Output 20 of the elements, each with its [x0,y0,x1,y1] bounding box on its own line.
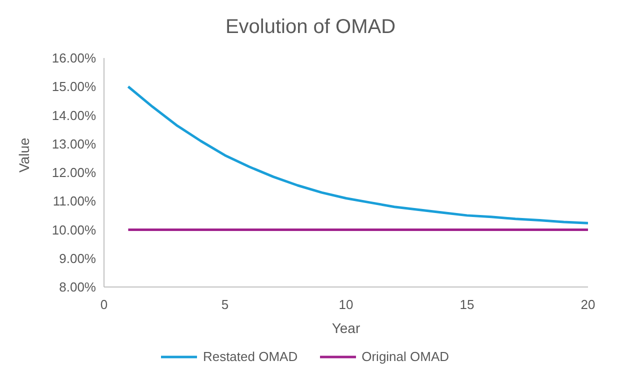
y-tick-label: 15.00% [52,79,96,94]
y-tick-label: 9.00% [59,250,96,266]
x-tick-label: 5 [221,297,229,312]
x-tick-label: 10 [338,297,354,312]
y-axis-title: Value [16,138,32,172]
legend-label: Original OMAD [360,349,450,364]
y-tick-label: 13.00% [52,136,96,152]
y-tick-label: 14.00% [52,108,96,123]
y-tick-label: 8.00% [59,280,96,295]
x-tick-label: 0 [100,297,108,312]
y-tick-label: 11.00% [52,194,96,209]
x-tick-label: 15 [460,297,474,312]
chart-title: Evolution of OMAD [224,16,397,39]
line-series [126,85,588,224]
y-tick-label: 10.00% [52,222,96,238]
x-tick-label: 20 [580,297,596,312]
y-tick-label: 16.00% [52,50,96,66]
y-tick-label: 12.00% [52,165,96,180]
legend-label: Restated OMAD [202,349,298,364]
x-axis-title: Year [332,320,360,336]
